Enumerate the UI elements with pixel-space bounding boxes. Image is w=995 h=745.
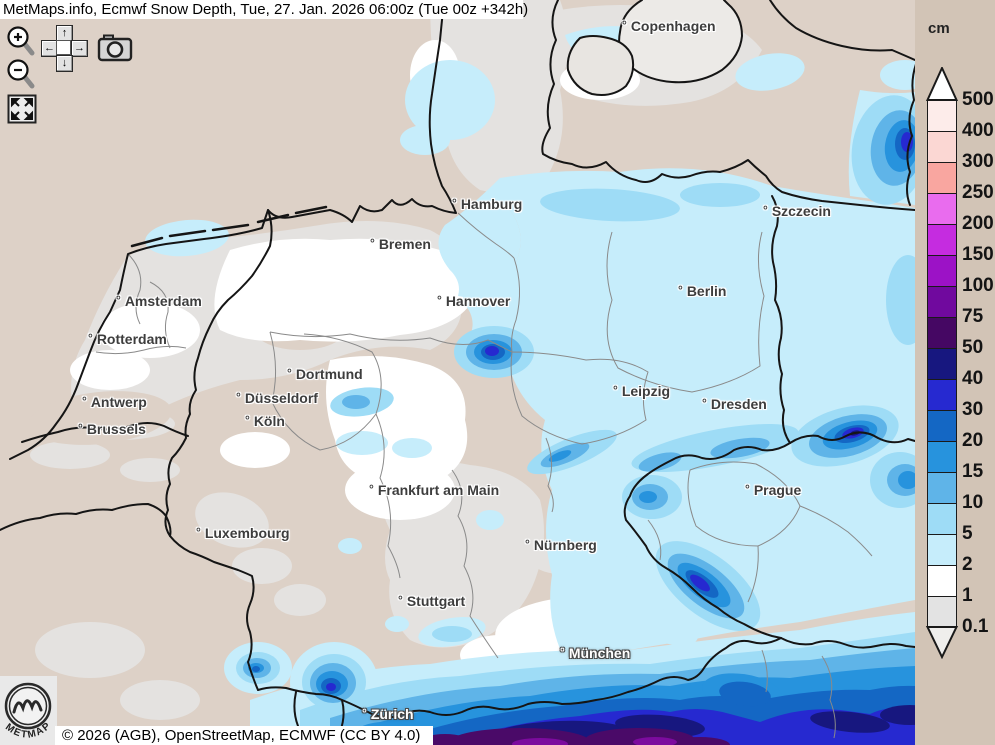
legend-tick: 50 <box>962 337 984 358</box>
legend-tick: 15 <box>962 461 984 482</box>
legend-tick: 1 <box>962 585 973 606</box>
legend-panel: cm 500 400 300 250 200 150 100 75 50 40 30 20 15 10 5 2… <box>915 0 995 745</box>
attribution-bar: © 2026 (AGB), OpenStreetMap, ECMWF (CC B… <box>55 726 433 745</box>
legend-tick: 100 <box>962 275 994 296</box>
legend-tick: 400 <box>962 120 994 141</box>
legend-arrow-up-icon <box>925 67 959 101</box>
legend-box <box>927 441 957 474</box>
legend-arrow-down-icon <box>925 626 959 659</box>
fullscreen-button[interactable] <box>7 94 37 129</box>
legend-tick: 75 <box>962 306 984 327</box>
legend-box <box>927 224 957 257</box>
zoom-in-magnifier-icon <box>7 26 35 56</box>
legend-tick: 30 <box>962 399 984 420</box>
legend-tick: 150 <box>962 244 994 265</box>
legend-tick: 300 <box>962 151 994 172</box>
legend-box <box>927 596 957 627</box>
zoom-out-magnifier-icon <box>7 59 35 89</box>
camera-icon <box>97 34 133 62</box>
page-title: MetMaps.info, Ecmwf Snow Depth, Tue, 27.… <box>3 1 529 18</box>
metmaps-logo-icon: METMAPS <box>0 668 52 741</box>
legend-box <box>927 317 957 350</box>
zoom-in-button[interactable] <box>5 24 37 63</box>
legend-box <box>927 162 957 195</box>
legend-box <box>927 379 957 412</box>
legend-box <box>927 255 957 288</box>
country-borders <box>0 0 917 745</box>
legend-box <box>927 193 957 226</box>
legend-box <box>927 472 957 505</box>
legend-box <box>927 565 957 598</box>
legend-box <box>927 534 957 567</box>
legend-tick: 5 <box>962 523 973 544</box>
snapshot-button[interactable] <box>97 33 135 68</box>
attribution-text: © 2026 (AGB), OpenStreetMap, ECMWF (CC B… <box>62 727 421 744</box>
title-strip <box>0 0 523 19</box>
legend-tick: 500 <box>962 89 994 110</box>
legend-tick: 250 <box>962 182 994 203</box>
legend-box <box>927 348 957 381</box>
pan-right-button[interactable]: → <box>71 40 88 57</box>
legend-box <box>927 410 957 443</box>
legend-tick: 40 <box>962 368 984 389</box>
zoom-out-button[interactable] <box>5 57 37 96</box>
legend-box <box>927 286 957 319</box>
legend-box <box>927 100 957 133</box>
pan-center <box>56 40 71 55</box>
metmaps-logo: METMAPS <box>0 668 57 745</box>
pan-down-button[interactable]: ↓ <box>56 55 73 72</box>
fullscreen-expand-icon <box>7 94 37 124</box>
legend-tick: 20 <box>962 430 984 451</box>
legend-box <box>927 503 957 536</box>
legend-unit-label: cm <box>928 20 950 37</box>
legend-tick: 2 <box>962 554 973 575</box>
region-borders <box>95 212 873 739</box>
legend-tick: 10 <box>962 492 984 513</box>
legend-box <box>927 131 957 164</box>
legend-tick: 200 <box>962 213 994 234</box>
pan-pad: ↑ ← → ↓ <box>41 25 88 72</box>
legend-tick: 0.1 <box>962 616 989 637</box>
